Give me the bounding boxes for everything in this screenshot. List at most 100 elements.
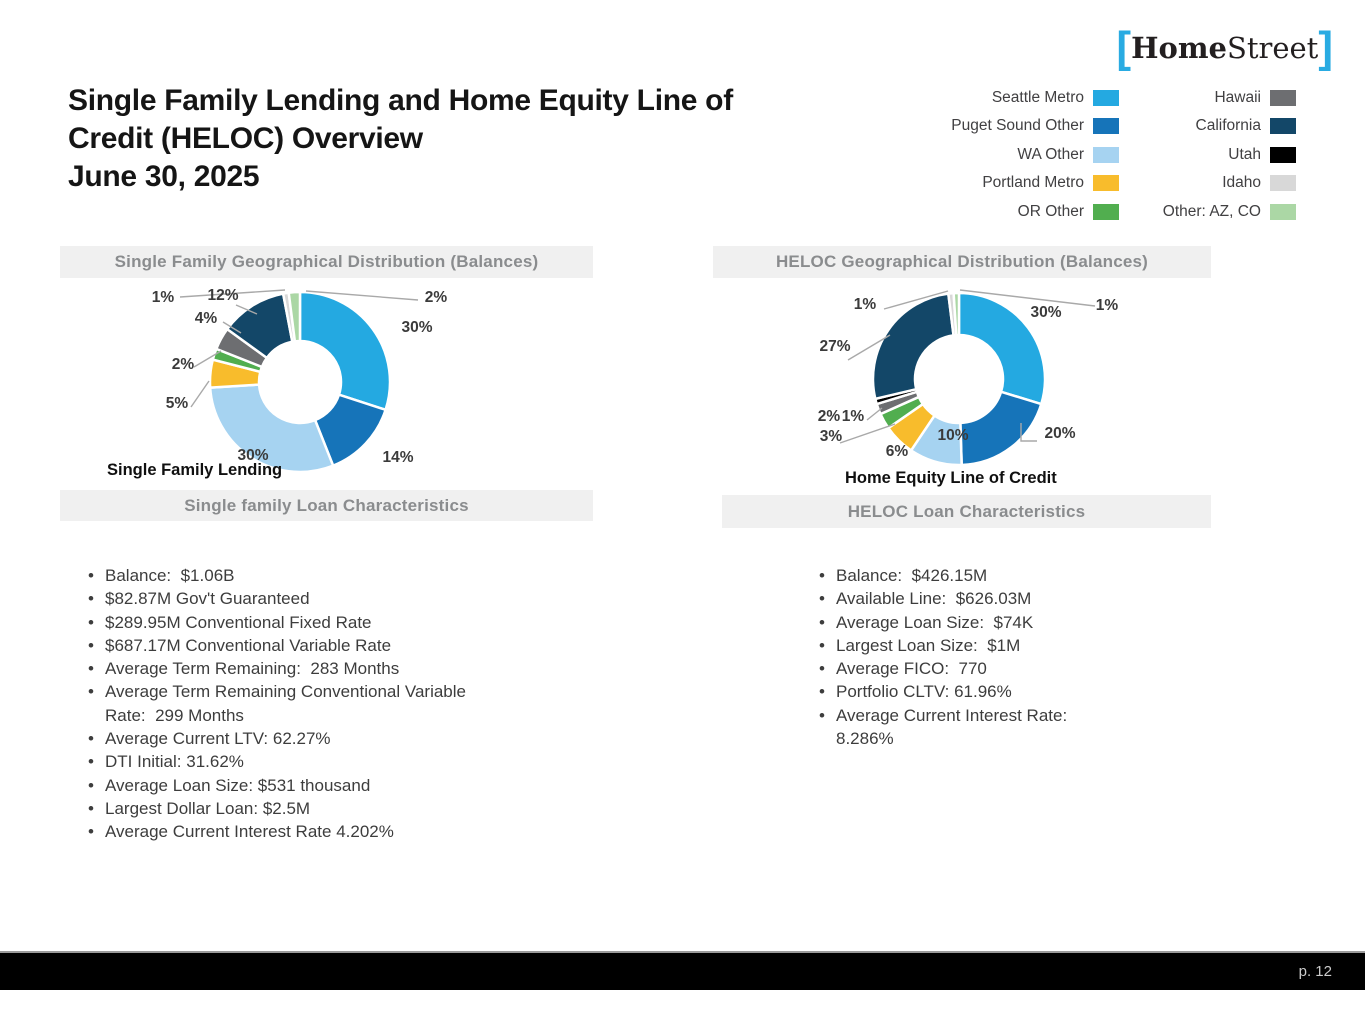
pct-label-california: 12% — [207, 287, 239, 304]
legend-swatch-icon — [1093, 118, 1119, 134]
bullet-item: Available Line: $626.03M — [817, 587, 1098, 611]
label-leader-line — [1020, 423, 1037, 442]
label-leader-line — [179, 289, 286, 298]
legend-label: Seattle Metro — [991, 88, 1084, 106]
logo-text-street: Street — [1226, 31, 1319, 65]
donut-segment-wa-other — [208, 383, 335, 474]
pct-label-seattle-metro: 30% — [401, 319, 433, 336]
label-leader-line — [883, 290, 949, 310]
label-leader-line — [839, 423, 896, 444]
legend-item-puget-sound-other: Puget Sound Other — [869, 117, 1119, 135]
pct-label-utah: 1% — [841, 408, 865, 425]
page-title-line3: June 30, 2025 — [68, 160, 260, 193]
sf-loan-characteristics-list: Balance: $1.06B$82.87M Gov't Guaranteed$… — [86, 564, 495, 844]
heloc-donut-caption: Home Equity Line of Credit — [845, 469, 1057, 487]
legend-swatch-icon — [1270, 89, 1296, 106]
pct-label-puget-sound-other: 20% — [1044, 425, 1076, 442]
logo-right-bracket-icon: ] — [1318, 23, 1333, 72]
heloc-loan-characteristics-list: Balance: $426.15MAvailable Line: $626.03… — [817, 564, 1098, 750]
legend-swatch-icon — [1093, 89, 1119, 106]
sf-geo-distribution-header: Single Family Geographical Distribution … — [60, 246, 593, 278]
donut-segment-puget-sound-other — [959, 390, 1043, 467]
legend-label: California — [1195, 117, 1261, 134]
pct-label-other-az-co: 1% — [1095, 297, 1119, 314]
pct-label-puget-sound-other: 14% — [382, 449, 414, 466]
donut-segment-other-az-co — [287, 290, 302, 343]
bullet-item: Largest Dollar Loan: $2.5M — [86, 797, 495, 821]
bullet-item: Average Loan Size: $531 thousand — [86, 774, 495, 798]
legend-label: Utah — [1228, 145, 1261, 163]
pct-label-or-other: 3% — [819, 428, 843, 445]
sf-donut-caption: Single Family Lending — [107, 461, 283, 479]
bullet-item: Portfolio CLTV: 61.96% — [817, 680, 1098, 704]
pct-label-portland-metro: 6% — [885, 443, 909, 460]
legend-label: Portland Metro — [982, 174, 1084, 191]
legend-item-wa-other: WA Other — [869, 146, 1119, 163]
pct-label-seattle-metro: 30% — [1030, 304, 1062, 321]
donut-svg — [839, 289, 1096, 467]
bullet-item: Average Current LTV: 62.27% — [86, 727, 495, 751]
label-leader-line — [222, 321, 242, 334]
pct-label-other-az-co: 2% — [424, 289, 448, 306]
page-title: Single Family Lending and Home Equity Li… — [68, 82, 733, 196]
homestreet-logo: [ Home Street ] — [1116, 26, 1333, 70]
bullet-item: Balance: $426.15M — [817, 564, 1098, 588]
legend-item-utah: Utah — [1046, 146, 1296, 163]
chart-legend-column-right: Hawaii California Utah Idaho Other: AZ, CO — [1046, 89, 1296, 220]
label-leader-line — [959, 289, 1096, 307]
page-title-line2: Credit (HELOC) Overview — [68, 122, 423, 155]
legend-swatch-icon — [1270, 146, 1296, 163]
bullet-item: Average Current Interest Rate 4.202% — [86, 820, 495, 844]
legend-item-idaho: Idaho — [1046, 174, 1296, 192]
legend-swatch-icon — [1270, 175, 1296, 191]
legend-label: WA Other — [1017, 145, 1084, 163]
pct-label-idaho: 1% — [151, 289, 175, 306]
label-leader-line — [193, 350, 222, 368]
legend-swatch-icon — [1093, 175, 1119, 191]
legend-label: Puget Sound Other — [951, 117, 1084, 134]
pct-label-portland-metro: 5% — [165, 395, 189, 412]
donut-segment-seattle-metro — [298, 290, 392, 412]
legend-item-california: California — [1046, 117, 1296, 135]
bullet-item: $82.87M Gov't Guaranteed — [86, 587, 495, 611]
legend-item-portland-metro: Portland Metro — [869, 174, 1119, 192]
pct-label-wa-other: 30% — [237, 447, 269, 464]
pct-label-hawaii: 2% — [817, 408, 841, 425]
page-number: p. 12 — [1298, 963, 1332, 980]
legend-swatch-icon — [1093, 203, 1119, 220]
legend-label: Idaho — [1222, 174, 1261, 191]
bullet-item: Average FICO: 770 — [817, 657, 1098, 681]
label-leader-line — [847, 334, 891, 361]
bullet-item: Average Term Remaining Conventional Vari… — [86, 680, 495, 727]
heloc-loan-characteristics-header: HELOC Loan Characteristics — [722, 495, 1211, 528]
pct-label-or-other: 2% — [171, 356, 195, 373]
legend-swatch-icon — [1270, 118, 1296, 134]
label-leader-line — [305, 290, 419, 301]
legend-item-or-other: OR Other — [869, 203, 1119, 220]
label-leader-line — [866, 407, 883, 421]
label-leader-line — [190, 380, 210, 408]
donut-svg — [179, 289, 419, 474]
page-title-line1: Single Family Lending and Home Equity Li… — [68, 84, 733, 117]
legend-label: OR Other — [1017, 202, 1084, 220]
legend-swatch-icon — [1270, 203, 1296, 220]
pct-label-wa-other: 10% — [937, 427, 969, 444]
logo-left-bracket-icon: [ — [1116, 23, 1132, 72]
bullet-item: $289.95M Conventional Fixed Rate — [86, 611, 495, 635]
logo-text-home: Home — [1131, 31, 1227, 65]
chart-legend-column-left: Seattle Metro Puget Sound Other WA Other Po… — [869, 89, 1119, 220]
heloc-geo-distribution-header: HELOC Geographical Distribution (Balance… — [713, 246, 1211, 278]
legend-item-other-az-co: Other: AZ, CO — [1046, 203, 1296, 220]
donut-segment-seattle-metro — [957, 291, 1047, 406]
bullet-item: Average Current Interest Rate: 8.286% — [817, 704, 1098, 751]
legend-swatch-icon — [1093, 146, 1119, 163]
bullet-item: Average Loan Size: $74K — [817, 611, 1098, 635]
legend-item-seattle-metro: Seattle Metro — [869, 89, 1119, 106]
legend-item-hawaii: Hawaii — [1046, 89, 1296, 106]
donut-segment-other-az-co — [952, 291, 961, 337]
bullet-item: DTI Initial: 31.62% — [86, 750, 495, 774]
bullet-item: Average Term Remaining: 283 Months — [86, 657, 495, 681]
legend-label: Other: AZ, CO — [1162, 202, 1261, 220]
pct-label-hawaii: 4% — [194, 310, 218, 327]
